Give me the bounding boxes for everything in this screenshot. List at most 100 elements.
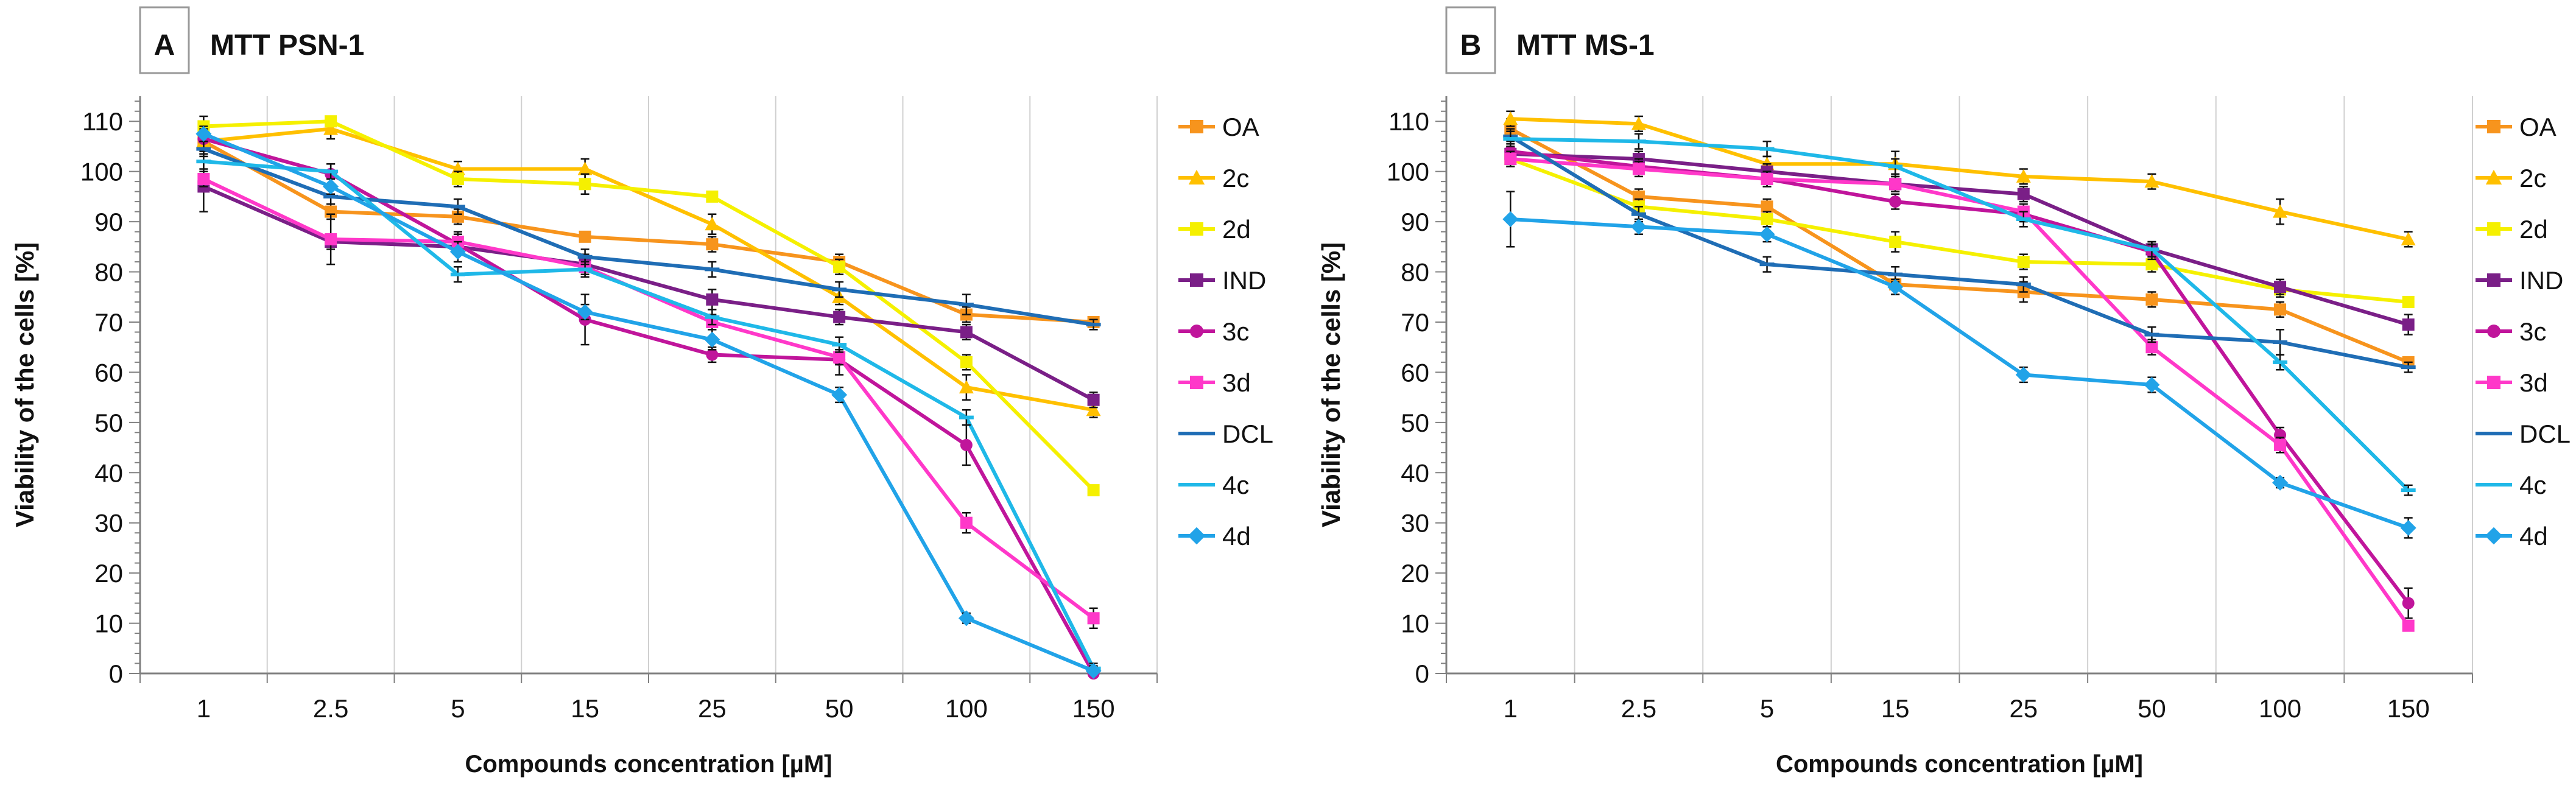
legend-marker [1190,120,1203,133]
legend-label: DCL [1222,420,1273,448]
data-point [577,267,593,272]
series-line [1510,217,2409,530]
data-point [2017,188,2030,200]
data-point [196,147,211,151]
series-line [203,137,1096,675]
data-point [195,125,212,142]
data-point [2401,365,2416,370]
y-tick-label: 90 [1401,208,1429,236]
data-point [451,173,464,186]
legend-marker [1188,527,1206,545]
y-axis-label: Viability of the cells [%] [1317,242,1345,527]
x-tick-label: 15 [1881,694,1910,723]
panel-letter-box [1445,6,1496,74]
legend-label: 4d [1222,522,1251,550]
data-point [2401,231,2416,245]
data-point [2145,341,2158,354]
series-2c: 2c [1503,110,2546,248]
legend-marker [2487,222,2500,236]
series-3c: 3c [1504,140,2546,619]
y-tick-label: 0 [109,659,123,688]
legend-label: 2c [1222,164,1249,192]
data-point [1759,262,1775,267]
data-point [833,311,846,323]
legend-label: 2d [1222,215,1251,244]
x-axis-label: Compounds concentration [µM] [465,751,832,778]
legend-label: IND [2519,266,2563,295]
data-point [1761,213,1773,225]
y-tick-label: 20 [94,559,123,588]
data-point [325,233,337,245]
data-point [2145,258,2158,271]
chart-title: MTT MS-1 [1516,29,1655,61]
data-point [2145,293,2158,306]
legend-marker [1190,222,1203,236]
data-point [1504,153,1517,166]
series-4d: 4d [1502,191,2548,550]
data-point [958,610,974,627]
y-tick-label: 50 [94,409,123,437]
y-tick-label: 100 [80,158,123,186]
y-tick-label: 60 [1401,358,1429,387]
data-point [832,343,847,347]
x-tick-label: 25 [698,694,727,723]
legend-marker [1188,169,1205,184]
chart-title: MTT PSN-1 [210,29,364,61]
data-point [1631,139,1646,144]
data-point [579,178,591,191]
data-point [1503,111,1518,125]
data-point [1086,402,1101,416]
legend-marker [2485,432,2502,435]
data-point [2016,283,2031,287]
series-oa: OA [197,113,1259,328]
x-tick-label: 1 [197,694,211,723]
data-point [2144,377,2160,393]
legend-label: 4c [2519,471,2546,499]
data-point [1085,662,1102,679]
y-tick-label: 80 [1401,258,1429,287]
data-point [832,287,847,292]
data-point [1887,279,1904,295]
data-point [831,387,848,403]
series-line [1510,149,2410,605]
data-point [2402,597,2415,610]
data-point [2273,340,2288,344]
data-point [323,194,339,198]
data-point [960,356,973,368]
data-point [2016,217,2031,221]
data-point [1759,226,1775,242]
data-point [1761,200,1773,213]
series-line [1509,127,2409,364]
y-tick-label: 50 [1401,409,1429,437]
y-tick-label: 20 [1401,559,1429,588]
x-tick-label: 150 [2387,694,2430,723]
data-point [2274,438,2287,451]
data-point [2402,619,2415,632]
data-point [833,261,846,273]
legend-marker [2487,273,2500,287]
x-axis-label: Compounds concentration [µM] [1776,751,2143,778]
y-tick-label: 40 [94,458,123,487]
data-point [1502,211,1519,227]
data-point [705,217,720,231]
data-point [1630,219,1647,235]
y-tick-label: 90 [94,208,123,236]
data-point [960,516,973,529]
legend-label: 2c [2519,164,2546,192]
data-point [577,161,593,175]
legend-label: IND [1222,266,1266,295]
data-point [1888,164,1903,169]
data-point [1759,147,1775,151]
panel-letter: A [154,29,175,61]
data-point [1888,272,1903,276]
legend-label: OA [1222,113,1259,141]
series-2c: 2c [196,118,1249,418]
y-tick-label: 0 [1415,659,1429,688]
series-oa: OA [1504,113,2557,368]
data-point [959,415,974,420]
data-point [2144,247,2159,251]
series-dcl: DCL [1503,128,2571,448]
x-tick-label: 150 [1072,694,1115,723]
